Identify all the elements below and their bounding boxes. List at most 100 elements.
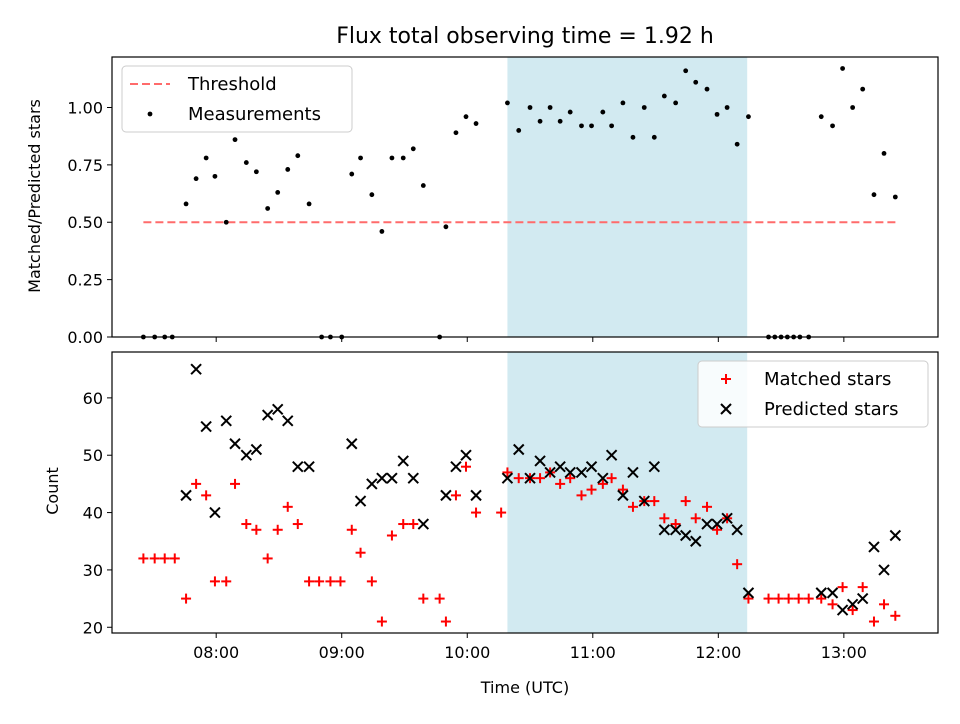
matched-star-marker: [783, 593, 794, 604]
measurement-point: [275, 190, 281, 195]
x-axis-label: Time (UTC): [480, 678, 569, 697]
measurement-point: [253, 169, 259, 175]
measurement-point: [673, 100, 679, 106]
x-tick-label: 08:00: [193, 643, 239, 662]
predicted-star-marker: [648, 460, 661, 473]
matched-star-marker: [649, 496, 660, 507]
matched-star-marker: [292, 519, 303, 530]
matched-star-marker: [251, 524, 262, 535]
measurement-point: [600, 109, 606, 115]
matched-star-marker: [712, 524, 723, 535]
matched-star-marker: [191, 478, 202, 489]
matched-star-marker: [555, 478, 566, 489]
predicted-star-marker: [220, 415, 232, 427]
measurement-point: [212, 173, 218, 179]
matched-star-marker: [617, 484, 628, 495]
matched-star-marker: [201, 490, 212, 501]
axes-frame: [111, 56, 939, 338]
matched-star-marker: [440, 616, 451, 627]
predicted-star-marker: [597, 472, 609, 484]
measurement-point: [693, 79, 699, 85]
measurement-point: [410, 146, 416, 152]
measurement-point: [871, 192, 877, 198]
measurement-point: [734, 141, 740, 147]
measurement-point: [232, 137, 238, 143]
matched-star-marker: [502, 467, 513, 478]
predicted-star-marker: [397, 455, 409, 467]
legend-box: [121, 65, 353, 133]
y-tick-label: 50: [83, 446, 103, 465]
bottom-y-axis-label: Count: [43, 467, 62, 515]
predicted-star-marker: [366, 478, 378, 490]
predicted-star-marker: [638, 495, 650, 507]
matched-star-marker: [565, 473, 576, 484]
measurement-point: [389, 155, 395, 161]
matched-star-marker: [272, 524, 283, 535]
matched-star-marker: [847, 605, 858, 616]
matched-star-marker: [773, 593, 784, 604]
predicted-star-marker: [190, 363, 202, 375]
predicted-star-marker: [261, 409, 274, 421]
predicted-star-marker: [679, 529, 692, 542]
x-tick-label: 09:00: [319, 643, 365, 662]
x-tick-label: 13:00: [821, 643, 867, 662]
measurement-point: [379, 229, 385, 234]
measurement-point: [683, 68, 689, 74]
measurement-point: [630, 134, 636, 140]
measurement-point: [193, 176, 199, 182]
legend-label: Matched stars: [764, 369, 891, 390]
measurement-point: [516, 128, 522, 133]
predicted-star-marker: [856, 592, 869, 605]
matched-star-marker: [816, 593, 827, 604]
measurement-point: [579, 123, 584, 129]
measurement-point: [892, 194, 898, 200]
predicted-star-marker: [513, 443, 525, 456]
measurement-point: [203, 155, 209, 161]
predicted-star-marker: [711, 518, 723, 530]
predicted-star-marker: [731, 524, 743, 536]
predicted-star-marker: [229, 438, 241, 450]
y-tick-label: 40: [83, 504, 103, 523]
predicted-star-marker: [200, 420, 212, 433]
measurement-point: [724, 105, 730, 110]
y-tick-label: 1.00: [67, 98, 103, 117]
matched-star-marker: [763, 593, 774, 604]
matched-star-marker: [732, 559, 743, 570]
predicted-star-marker: [868, 541, 880, 553]
matched-star-marker: [690, 513, 701, 524]
matched-star-marker: [670, 519, 681, 530]
predicted-star-marker: [292, 460, 304, 473]
predicted-star-marker: [878, 564, 890, 576]
measurement-point: [537, 118, 543, 124]
predicted-star-marker: [470, 489, 482, 502]
measurement-point: [609, 123, 615, 129]
y-tick-label: 0.50: [67, 213, 103, 232]
matched-star-marker: [325, 576, 336, 587]
predicted-star-marker: [354, 495, 367, 507]
x-tick-label: 10:00: [444, 643, 490, 662]
measurement-point: [443, 224, 449, 230]
predicted-star-marker: [690, 535, 702, 547]
predicted-star-marker: [701, 518, 713, 530]
matched-star-marker: [857, 582, 868, 593]
matched-star-marker: [418, 593, 429, 604]
measurement-point: [547, 105, 553, 110]
matched-star-marker: [230, 478, 241, 489]
measurement-point: [463, 114, 469, 120]
measurement-point: [527, 105, 533, 110]
matched-star-marker: [335, 576, 346, 587]
matched-star-marker: [241, 519, 252, 530]
measurement-point: [881, 150, 887, 156]
measurement-point: [746, 114, 751, 120]
measurement-point: [243, 160, 249, 165]
predicted-star-marker: [209, 506, 221, 519]
predicted-star-marker: [524, 472, 536, 484]
measurement-point: [589, 123, 594, 129]
legend-predicted-swatch: [720, 403, 732, 415]
predicted-star-marker: [271, 403, 284, 416]
bottom-panel: 20 30 40 50 60 08:00 09:00 10:00 11:00 12:00 13:00…: [83, 351, 939, 662]
matched-star-marker: [386, 530, 397, 541]
predicted-star-marker: [846, 598, 859, 611]
matched-star-marker: [138, 553, 149, 564]
